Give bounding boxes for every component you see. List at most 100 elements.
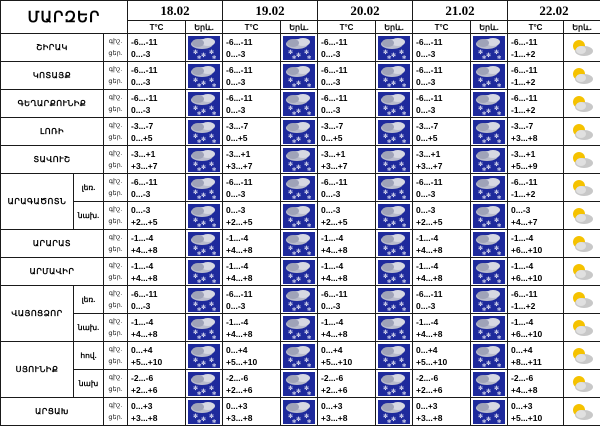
- weather-icon-cell: [564, 90, 600, 118]
- weather-icon-cell: ✻✻✻✻✻: [471, 174, 508, 202]
- partly-cloudy-icon: [569, 178, 595, 198]
- temperature-cell: 0...-3+2...+5: [223, 202, 281, 230]
- region-name: ԿՈՏԱՅՔ: [1, 62, 104, 90]
- temperature-cell: -3...+1+3...+7: [413, 146, 471, 174]
- snow-cloud-icon: ✻✻✻✻✻: [188, 316, 220, 340]
- snow-cloud-icon: ✻✻✻✻✻: [283, 260, 315, 284]
- svg-text:✻: ✻: [296, 108, 301, 115]
- phenomenon-column-header: Երև.: [564, 21, 600, 34]
- weather-icon-cell: ✻✻✻✻✻: [471, 230, 508, 258]
- temperature-cell: 0...-3+2...+5: [128, 202, 186, 230]
- temperature-cell: -2...-6+2...+6: [413, 370, 471, 398]
- temperature-cell: -3...+1+3...+7: [318, 146, 376, 174]
- temperature-cell: -1...-4+4...+8: [223, 314, 281, 342]
- svg-text:✻: ✻: [201, 80, 206, 87]
- snow-cloud-icon: ✻✻✻✻✻: [283, 92, 315, 116]
- svg-text:✻: ✻: [307, 251, 311, 256]
- svg-text:✻: ✻: [486, 80, 491, 87]
- svg-text:✻: ✻: [482, 307, 486, 312]
- weather-icon-cell: ✻✻✻✻✻: [186, 202, 223, 230]
- temperature-cell: -1...-4+4...+8: [128, 230, 186, 258]
- partly-cloudy-icon: [569, 38, 595, 58]
- time-labels: գիշ.ցեր.: [104, 230, 128, 258]
- svg-text:✻: ✻: [212, 55, 216, 60]
- weather-icon-cell: ✻✻✻✻✻: [281, 370, 318, 398]
- svg-text:✻: ✻: [402, 419, 406, 424]
- svg-text:✻: ✻: [212, 419, 216, 424]
- svg-text:✻: ✻: [486, 164, 491, 171]
- weather-icon-cell: ✻✻✻✻✻: [471, 370, 508, 398]
- temperature-cell: 0...+4+5...+10: [128, 342, 186, 370]
- snow-cloud-icon: ✻✻✻✻✻: [378, 148, 410, 172]
- svg-text:✻: ✻: [497, 391, 501, 396]
- snow-cloud-icon: ✻✻✻✻✻: [188, 260, 220, 284]
- weather-icon-cell: ✻✻✻✻✻: [281, 286, 318, 314]
- temperature-cell: -1...-4+6...+10: [508, 314, 564, 342]
- temperature-cell: -1...-4+4...+8: [223, 230, 281, 258]
- temperature-cell: -1...-4+4...+8: [413, 230, 471, 258]
- svg-text:✻: ✻: [307, 111, 311, 116]
- temp-column-header: T°C: [223, 21, 281, 34]
- svg-text:✻: ✻: [296, 164, 301, 171]
- svg-text:✻: ✻: [296, 416, 301, 423]
- temperature-cell: -1...-4+4...+8: [413, 258, 471, 286]
- snow-cloud-icon: ✻✻✻✻✻: [283, 176, 315, 200]
- time-labels: գիշ.ցեր.: [104, 146, 128, 174]
- subregion-name: նախ: [74, 370, 104, 398]
- snow-cloud-icon: ✻✻✻✻✻: [188, 288, 220, 312]
- svg-text:✻: ✻: [486, 248, 491, 255]
- time-labels: գիշ.ցեր.: [104, 286, 128, 314]
- weather-icon-cell: ✻✻✻✻✻: [376, 230, 413, 258]
- svg-text:✻: ✻: [497, 251, 501, 256]
- weather-icon-cell: [564, 202, 600, 230]
- svg-text:✻: ✻: [391, 276, 396, 283]
- snow-cloud-icon: ✻✻✻✻✻: [188, 344, 220, 368]
- svg-text:✻: ✻: [201, 360, 206, 367]
- weather-icon-cell: ✻✻✻✻✻: [186, 370, 223, 398]
- region-name: ՇԻՐԱԿ: [1, 34, 104, 62]
- temperature-cell: -6...-11-1...+2: [508, 90, 564, 118]
- weather-icon-cell: ✻✻✻✻✻: [376, 118, 413, 146]
- day-header: 21.02: [413, 1, 508, 21]
- weather-icon-cell: ✻✻✻✻✻: [471, 398, 508, 426]
- subregion-name: նախ.: [74, 314, 104, 342]
- region-name: ԱՐՑԱԽ: [1, 398, 104, 426]
- weather-icon-cell: ✻✻✻✻✻: [471, 342, 508, 370]
- svg-text:✻: ✻: [296, 388, 301, 395]
- subregion-name: նախ.: [74, 202, 104, 230]
- svg-text:✻: ✻: [201, 388, 206, 395]
- time-labels: գիշ.ցեր.: [104, 202, 128, 230]
- svg-text:✻: ✻: [212, 167, 216, 172]
- svg-text:✻: ✻: [197, 307, 201, 312]
- snow-cloud-icon: ✻✻✻✻✻: [283, 372, 315, 396]
- temperature-cell: -3...+1+3...+7: [128, 146, 186, 174]
- svg-text:✻: ✻: [307, 279, 311, 284]
- temperature-cell: -3...-7+3...+8: [508, 118, 564, 146]
- svg-text:✻: ✻: [391, 220, 396, 227]
- weather-icon-cell: ✻✻✻✻✻: [186, 62, 223, 90]
- svg-text:✻: ✻: [292, 83, 296, 88]
- svg-text:✻: ✻: [212, 139, 216, 144]
- snow-cloud-icon: ✻✻✻✻✻: [378, 204, 410, 228]
- weather-icon-cell: [564, 118, 600, 146]
- svg-text:✻: ✻: [497, 279, 501, 284]
- snow-cloud-icon: ✻✻✻✻✻: [473, 36, 505, 60]
- svg-text:✻: ✻: [391, 108, 396, 115]
- svg-text:✻: ✻: [497, 167, 501, 172]
- svg-text:✻: ✻: [212, 279, 216, 284]
- time-labels: գիշ.ցեր.: [104, 174, 128, 202]
- svg-text:✻: ✻: [482, 391, 486, 396]
